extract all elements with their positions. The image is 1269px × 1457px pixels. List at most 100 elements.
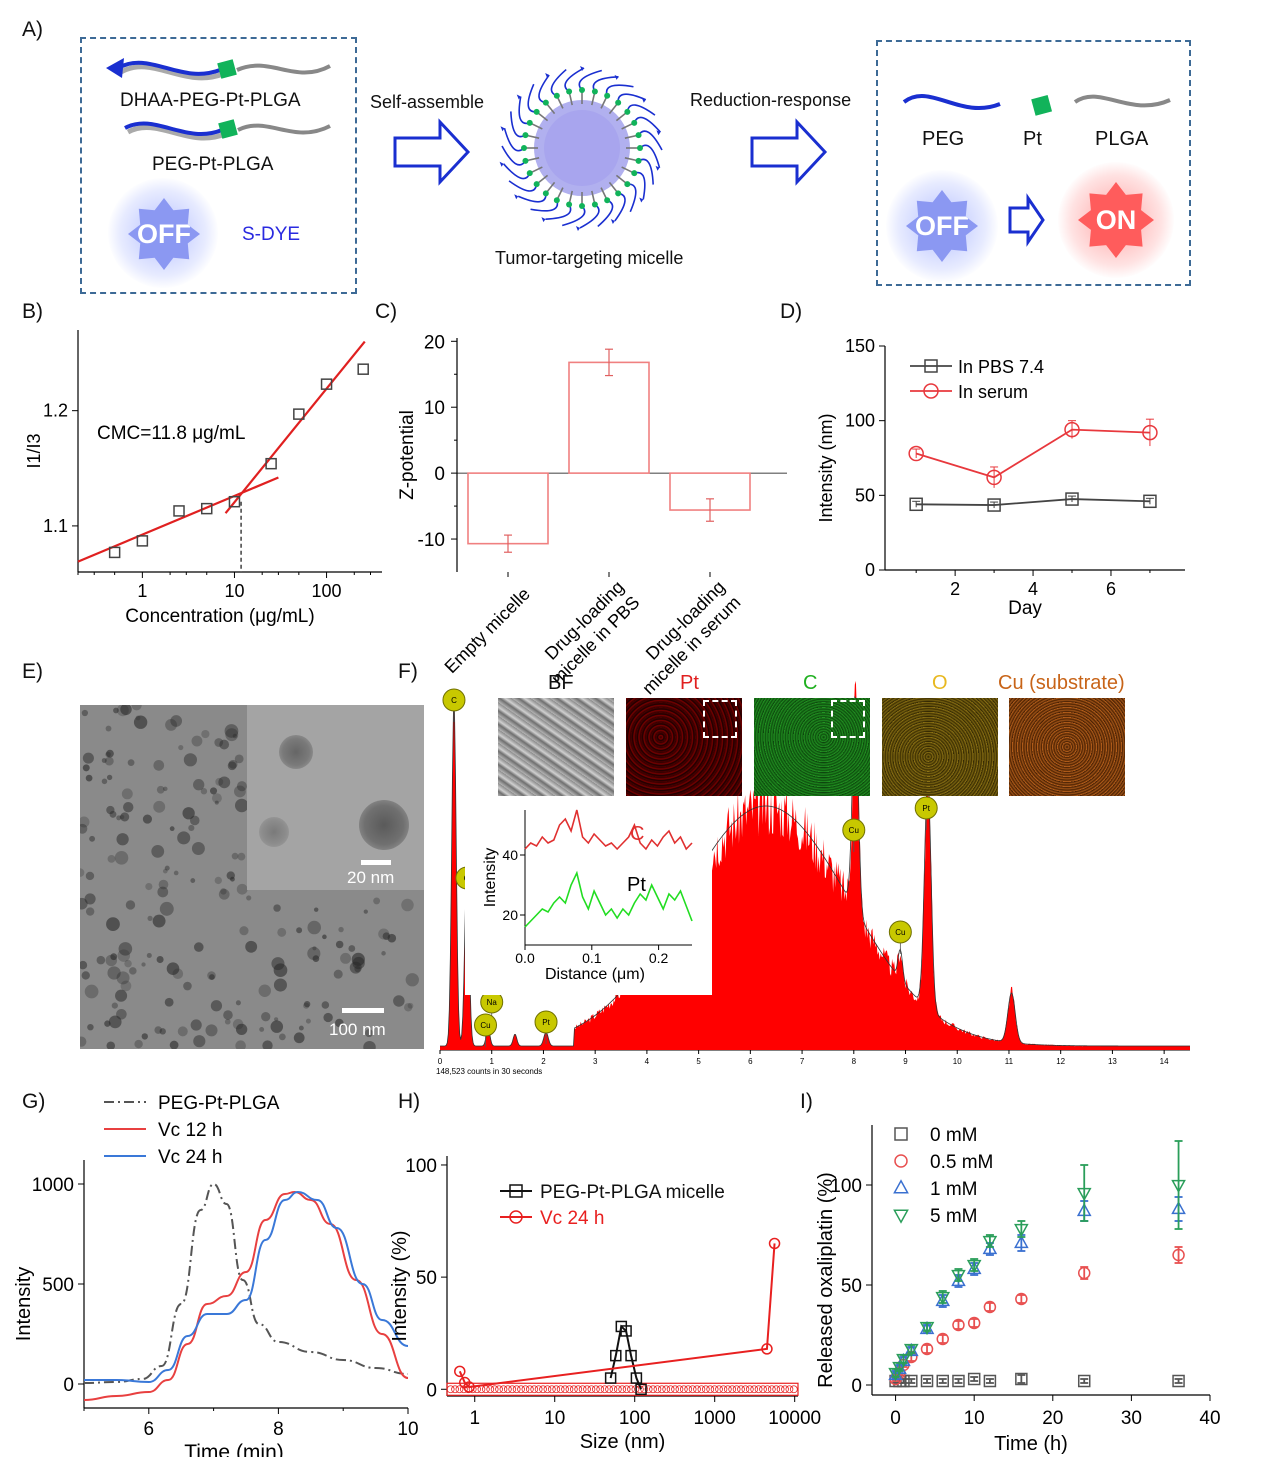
x-tick-label: 1 [469,1408,480,1429]
map-cu [1009,698,1125,796]
data-point [987,498,1001,512]
tem-particle [123,801,134,813]
baseline-point [657,1385,666,1394]
map-label-c: C [803,672,818,694]
baseline-point [565,1385,574,1394]
pt-node [615,190,622,197]
baseline-point [688,1385,697,1394]
tem-particle [82,752,94,764]
x-tick-label: 11 [1005,1057,1014,1066]
data-point [768,1237,781,1250]
bar [568,361,650,474]
baseline-point [662,1385,671,1394]
tem-particle [271,957,285,971]
y-tick-label: 0 [851,1376,862,1397]
tem-particles [80,705,419,1049]
category-label: Empty micelle [441,584,534,677]
dhaa-head [641,97,646,103]
baseline-point [561,1385,569,1394]
tem-particle [193,779,205,791]
x-axis-label: Size (nm) [580,1431,666,1453]
tem-particle [120,980,132,992]
y-tick-label: 100 [845,411,875,431]
peg-chain [517,193,547,203]
chart-h: 1 10 100 1000 10000 0 50 100 PEG-Pt-PLGA micelle… [389,1156,821,1453]
y-axis-label: Intensity (%) [389,1230,411,1341]
x-tick-label: 2 [541,1057,546,1066]
tem-particle [116,705,129,717]
data-point [936,1332,949,1346]
data-point [920,1342,934,1356]
tem-particle [116,833,129,846]
y-tick-label: 50 [855,485,875,505]
polymer2-label: PEG-Pt-PLGA [152,154,274,175]
tem-particle [405,973,419,987]
peg-chain [617,93,647,103]
tem-particle [214,800,219,805]
fit-line-high [224,340,366,514]
data-point [635,1383,647,1396]
tem-particle [89,835,96,842]
legend-label: 5 mM [930,1206,978,1227]
spectrum-fit [440,695,1191,1047]
peak-label: Na [487,998,498,1007]
tem-particle [101,758,107,764]
baseline-point [767,1385,776,1394]
baseline-point [741,1385,750,1394]
x-axis-label: Time (h) [994,1433,1068,1455]
tem-particle [351,952,365,966]
pt-node [542,190,549,197]
data-point [951,1269,966,1284]
tem-particle [274,1017,279,1022]
tem-particle [378,928,390,940]
x-tick-label: 14 [1160,1057,1169,1066]
data-point [936,1374,949,1388]
baseline-point [781,1385,789,1394]
tem-particle [85,871,95,881]
tem-particle [106,805,115,815]
tem-particle [322,934,327,940]
data-point [761,1343,773,1355]
tem-particle [365,1029,374,1038]
x-tick-label: 7 [800,1057,805,1066]
baseline-point [574,1385,583,1394]
x-tick-label: 8 [852,1057,857,1066]
baseline-point [772,1385,781,1394]
tem-particle [293,1032,305,1044]
baseline-point [591,1385,600,1394]
bar [467,472,549,545]
peg-chain [510,111,526,138]
baseline-point [609,1385,618,1394]
legend-marker [924,359,938,373]
tem-particle [190,1019,202,1031]
baseline-point [671,1385,679,1394]
x-tick-label: 100 [619,1408,651,1429]
tem-particle [153,759,165,771]
baseline-point [706,1385,715,1394]
tem-particle [173,870,179,876]
tem-particle [182,807,195,820]
baseline-point [613,1385,622,1394]
tem-particle [239,926,249,936]
pt-node [635,157,642,164]
dye-label: S-DYE [242,224,301,245]
on-label: ON [1095,204,1137,235]
tem-particle [147,915,153,921]
x-tick-label: 10 [224,581,244,601]
baseline-point [587,1385,596,1394]
dhaa-head [614,74,619,80]
tem-particle [106,917,120,931]
data-point [1015,1292,1028,1306]
baseline-point [486,1385,495,1394]
scale-label-inset: 20 nm [347,868,395,887]
x-axis-label: Time (min) [184,1441,284,1457]
panel-label-c: C) [375,300,398,323]
legend-label: 1 mM [930,1179,978,1200]
tem-particle [340,952,352,964]
data-point [920,1374,934,1388]
part-pt-label: Pt [1023,128,1042,150]
panel-label-a: A) [22,18,43,41]
data-point [986,469,1002,486]
y-axis-label: Intensity (nm) [816,413,836,522]
legend-marker [509,1184,523,1198]
